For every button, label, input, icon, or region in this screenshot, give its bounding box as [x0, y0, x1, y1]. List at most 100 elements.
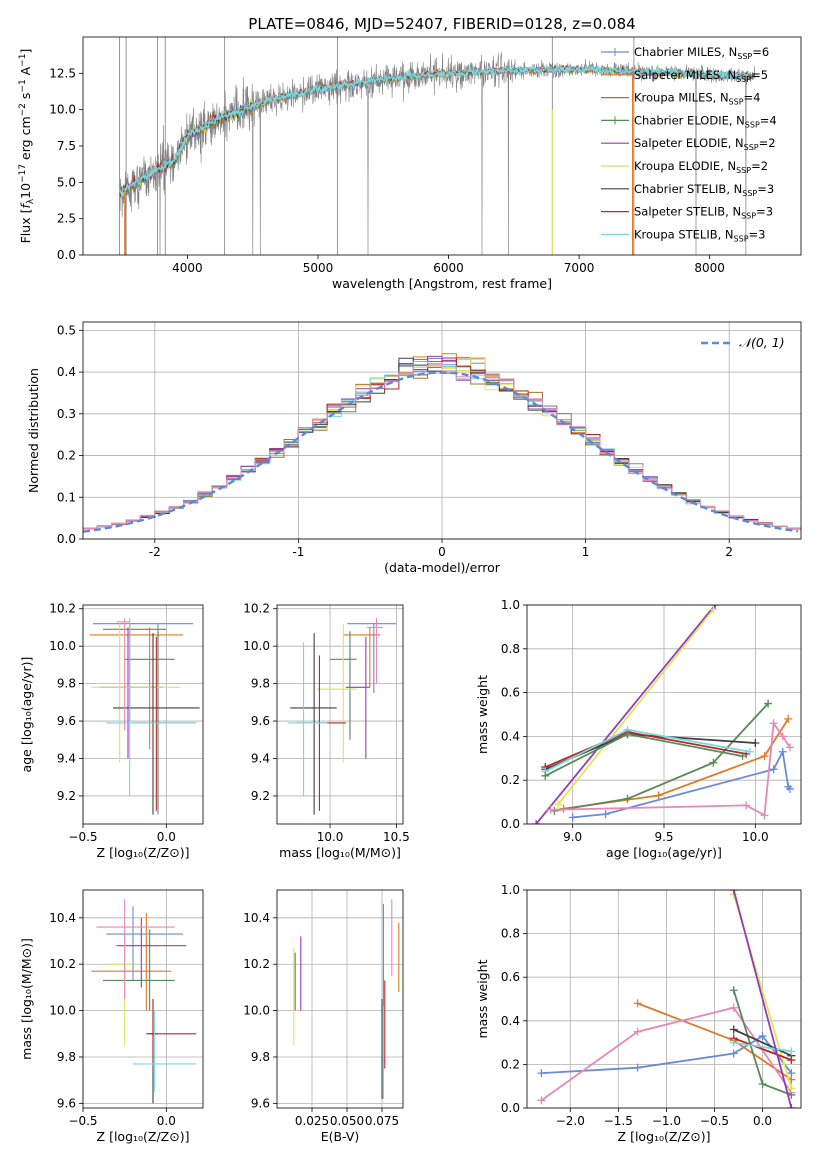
- y-axis-label: age [log₁₀(age/yr)]: [19, 657, 34, 773]
- axes-frame: [276, 604, 404, 825]
- x-axis-label: (data-model)/error: [384, 560, 501, 575]
- weight-point-marker: [729, 1003, 738, 1012]
- y-axis-label: Flux [fλ10−17 erg cm−2 s−1 A−1]: [18, 49, 36, 244]
- weight-point-marker: [568, 813, 577, 822]
- weight-series-line: [732, 890, 793, 1108]
- y-tick-label: 5.0: [57, 175, 76, 189]
- x-tick-label: −0.5: [700, 1114, 729, 1128]
- y-tick-label: 0.0: [501, 1101, 520, 1115]
- x-tick-label: 0.0: [753, 1114, 772, 1128]
- y-tick-label: 10.0: [49, 639, 76, 653]
- x-tick-label: 2: [725, 545, 733, 559]
- x-tick-label: 10.0: [317, 830, 344, 844]
- weight_vs_age-panel: 9.0 9.5 10.0 0.0 0.2 0.4 0.6 0.8 1.0 age [log₁₀(a…: [475, 598, 802, 860]
- legend-label: 𝒩(0, 1): [739, 335, 785, 350]
- y-tick-label: 10.0: [49, 103, 76, 117]
- x-tick-label: -2: [149, 545, 161, 559]
- legend-label: Chabrier STELIB, NSSP=3: [634, 182, 774, 198]
- y-tick-label: 9.4: [57, 751, 76, 765]
- x-tick-label: −2.0: [556, 1114, 585, 1128]
- weight-point-marker: [709, 758, 718, 767]
- weight-point-marker: [751, 738, 760, 747]
- y-tick-label: 10.0: [49, 1004, 76, 1018]
- y-axis-label: Normed distribution: [26, 368, 41, 493]
- axes-frame: [526, 604, 802, 825]
- x-axis-label: Z [log₁₀(Z/Z⊙)]: [618, 1129, 711, 1144]
- weight-series-line: [554, 702, 769, 812]
- x-tick-label: 5000: [303, 261, 334, 275]
- y-tick-label: 0.5: [57, 323, 76, 337]
- y-tick-label: 10.4: [243, 911, 270, 925]
- weight-point-marker: [633, 1027, 642, 1036]
- weight-point-marker: [778, 747, 787, 756]
- y-tick-label: 12.5: [49, 66, 76, 80]
- y-tick-label: 9.8: [251, 1050, 270, 1064]
- x-tick-label: 0: [438, 545, 446, 559]
- weight-point-marker: [787, 1084, 796, 1093]
- y-tick-label: 0.2: [501, 773, 520, 787]
- weight-point-marker: [546, 805, 555, 814]
- weight-series-line: [557, 608, 715, 805]
- legend-label: Kroupa ELODIE, NSSP=2: [634, 159, 768, 175]
- x-tick-label: 0.025: [295, 1114, 329, 1128]
- y-tick-label: 2.5: [57, 212, 76, 226]
- weight-point-marker: [729, 986, 738, 995]
- model-curve-kroupa-stelib: [119, 64, 750, 197]
- x-axis-label: mass [log₁₀(M/M⊙)]: [279, 845, 401, 860]
- weight-point-marker: [786, 743, 795, 752]
- y-tick-label: 0.4: [501, 729, 520, 743]
- histogram-step: [83, 361, 801, 531]
- y-tick-label: 9.8: [251, 677, 270, 691]
- weight-point-marker: [758, 1080, 767, 1089]
- y-axis-label: mass weight: [475, 959, 490, 1038]
- weight-point-marker: [738, 752, 747, 761]
- y-tick-label: 1.0: [501, 883, 520, 897]
- x-tick-label: 8000: [694, 261, 725, 275]
- weight_vs_Z-panel: −2.0 −1.5 −1.0 −0.5 0.0 0.0 0.2 0.4 0.6 0.8 1.0 Z […: [475, 883, 802, 1144]
- x-tick-label: 7000: [564, 261, 595, 275]
- y-tick-label: 0.4: [57, 365, 76, 379]
- weight-data: [537, 890, 796, 1108]
- weight-point-marker: [537, 1096, 546, 1105]
- weight-point-marker: [623, 730, 632, 739]
- weight-point-marker: [729, 890, 738, 894]
- weight-series-line: [535, 605, 716, 824]
- y-tick-label: 0.2: [57, 449, 76, 463]
- legend-label: Salpeter MILES, NSSP=5: [634, 68, 768, 84]
- y-tick-label: 0.6: [501, 970, 520, 984]
- errorbar-data: [287, 618, 397, 815]
- y-tick-label: 9.2: [251, 789, 270, 803]
- weight-point-marker: [787, 1104, 796, 1108]
- x-axis-label: age [log₁₀(age/yr)]: [606, 845, 722, 860]
- y-tick-label: 9.2: [57, 789, 76, 803]
- y-tick-label: 0.3: [57, 407, 76, 421]
- histogram-data: [83, 353, 801, 533]
- figure-title: PLATE=0846, MJD=52407, FIBERID=0128, z=0…: [248, 15, 635, 33]
- weight-point-marker: [769, 765, 778, 774]
- weight-point-marker: [760, 811, 769, 820]
- y-tick-label: 0.1: [57, 490, 76, 504]
- weight-point-marker: [787, 1047, 796, 1056]
- errorbar-data: [91, 899, 197, 1104]
- x-tick-label: 0.075: [365, 1114, 399, 1128]
- weight-point-marker: [532, 820, 541, 824]
- weight-point-marker: [760, 752, 769, 761]
- y-tick-label: 0.8: [501, 642, 520, 656]
- y-tick-label: 10.2: [243, 957, 270, 971]
- weight-point-marker: [537, 1069, 546, 1078]
- y-tick-label: 0.0: [57, 532, 76, 546]
- weight-point-marker: [786, 784, 795, 793]
- spectrum-panel: 4000 5000 6000 7000 8000 0.0 2.5 5.0 7.5 10.0 12.5…: [18, 36, 802, 291]
- weight-point-marker: [769, 719, 778, 728]
- weight-point-marker: [601, 810, 610, 819]
- y-tick-label: 10.2: [243, 602, 270, 616]
- x-tick-label: 10.5: [383, 830, 410, 844]
- y-tick-label: 0.0: [501, 817, 520, 831]
- weight-point-marker: [778, 732, 787, 741]
- weight-point-marker: [742, 801, 751, 810]
- residuals-legend: 𝒩(0, 1): [701, 335, 785, 350]
- mass_vs_ebv-panel: 0.025 0.050 0.075 9.6 9.8 10.0 10.2 10.4 E(B-V): [243, 889, 404, 1144]
- y-tick-label: 10.4: [49, 911, 76, 925]
- weight-point-marker: [709, 605, 718, 614]
- x-tick-label: 0.0: [157, 830, 176, 844]
